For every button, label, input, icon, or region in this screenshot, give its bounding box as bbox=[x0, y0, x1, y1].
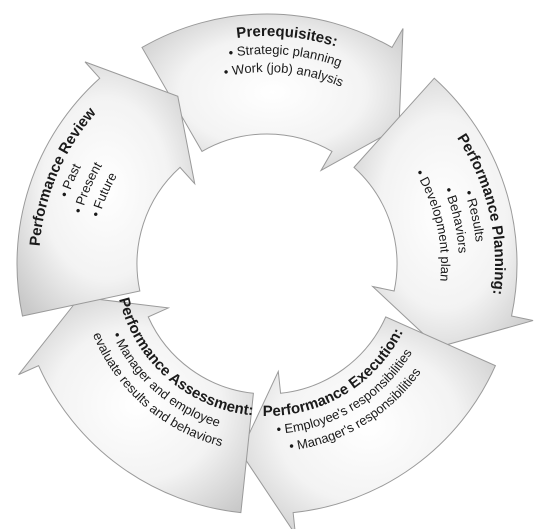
performance-cycle-diagram: Prerequisites:• Strategic planning• Work… bbox=[0, 0, 535, 529]
